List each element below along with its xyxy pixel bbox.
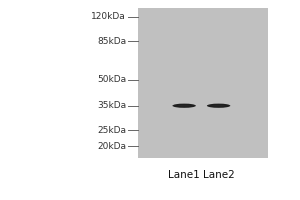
Text: 35kDa: 35kDa [97,101,126,110]
Ellipse shape [178,105,190,107]
Text: 50kDa: 50kDa [97,75,126,84]
Ellipse shape [212,105,225,107]
Bar [138,8,268,158]
Text: 85kDa: 85kDa [97,37,126,46]
Text: 25kDa: 25kDa [97,126,126,135]
Text: Lane1: Lane1 [168,170,200,180]
Ellipse shape [172,104,196,108]
Text: Lane2: Lane2 [203,170,235,180]
Text: 20kDa: 20kDa [97,142,126,151]
Ellipse shape [207,104,230,108]
Text: 120kDa: 120kDa [91,12,126,21]
